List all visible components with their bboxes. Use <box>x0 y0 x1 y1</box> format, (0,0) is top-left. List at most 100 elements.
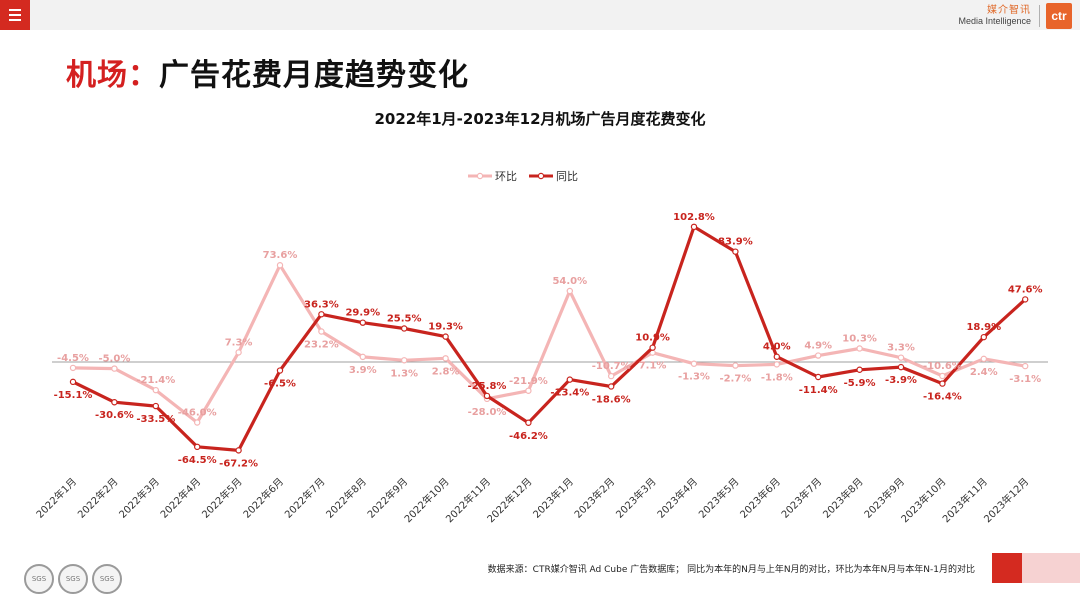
data-point <box>483 392 491 400</box>
data-label: -28.0% <box>468 407 507 418</box>
x-axis-tick-label: 2022年3月 <box>116 475 162 521</box>
data-label: 7.3% <box>225 337 253 348</box>
data-point <box>318 311 325 318</box>
data-point <box>732 248 739 255</box>
data-label: 3.9% <box>349 365 377 376</box>
data-point <box>525 387 532 394</box>
data-point <box>1021 362 1029 370</box>
data-point <box>690 360 698 367</box>
data-label: 4.9% <box>804 341 832 352</box>
certification-badges: SGS SGS SGS <box>24 564 122 594</box>
data-point <box>649 344 656 351</box>
data-point <box>939 380 946 387</box>
brand-logo-block: 媒介智讯 Media Intelligence ctr <box>958 3 1072 29</box>
data-label: -13.4% <box>550 388 589 399</box>
data-label: 2.8% <box>432 366 460 377</box>
x-axis-tick-label: 2023年8月 <box>820 475 866 521</box>
data-label: -5.9% <box>844 378 876 389</box>
data-label: 7.1% <box>639 361 667 372</box>
data-label: -21.4% <box>136 375 175 386</box>
series-line-2 <box>72 225 1027 452</box>
page-title-prefix: 机场： <box>66 58 159 93</box>
x-axis-tick-label: 2023年12月 <box>981 475 1031 525</box>
x-axis-tick-label: 2023年7月 <box>778 475 824 521</box>
x-axis-tick-label: 2023年6月 <box>737 475 783 521</box>
data-label: -4.5% <box>57 353 89 364</box>
data-label: -15.1% <box>54 390 93 401</box>
data-point <box>566 287 574 295</box>
data-point <box>897 354 905 361</box>
data-point <box>856 345 863 352</box>
brand-name-cn: 媒介智讯 <box>987 5 1031 16</box>
data-point <box>318 328 325 335</box>
x-axis-tick-label: 2022年4月 <box>157 475 203 521</box>
legend-marker-series-2 <box>537 172 545 180</box>
data-point <box>897 363 905 371</box>
data-point <box>690 223 698 231</box>
data-label: 3.3% <box>887 343 915 354</box>
footer-pink-block <box>1022 553 1080 583</box>
brand-divider <box>1039 5 1040 27</box>
data-point <box>401 325 408 332</box>
sgs-certification-icon: SGS <box>92 564 122 594</box>
data-label: 47.6% <box>1008 284 1043 295</box>
data-point <box>773 361 781 368</box>
line-chart: 环比 同比 -4.5% -5.0% -21.4% -46.0% 7.3% 73.6% 23.2%… <box>33 170 1048 525</box>
hamburger-menu-icon[interactable] <box>0 0 30 30</box>
data-label: 102.8% <box>673 212 715 223</box>
legend-label-series-1: 环比 <box>495 170 517 183</box>
data-label: 10.3% <box>842 333 877 344</box>
data-point <box>732 362 739 369</box>
data-label: 29.9% <box>345 308 380 319</box>
data-label: 1.3% <box>390 368 418 379</box>
data-label: 2.4% <box>970 367 998 378</box>
data-label: -10.7% <box>592 361 631 372</box>
page-title-main: 广告花费月度趋势变化 <box>159 58 469 93</box>
data-point <box>939 372 946 380</box>
footer-red-block <box>992 553 1022 583</box>
data-point <box>525 419 532 426</box>
data-point <box>1021 296 1029 303</box>
data-point <box>69 364 77 372</box>
data-point <box>193 443 201 451</box>
legend-marker-series-1 <box>476 172 484 180</box>
data-point <box>401 357 408 364</box>
data-point <box>815 373 822 381</box>
data-label: -30.6% <box>95 410 134 421</box>
top-bar <box>0 0 1080 30</box>
data-point <box>773 353 781 360</box>
data-label: -3.1% <box>1009 374 1041 385</box>
data-point <box>276 367 284 374</box>
data-point <box>359 353 366 361</box>
sgs-certification-icon: SGS <box>24 564 54 594</box>
data-label: 83.9% <box>718 237 753 248</box>
x-axis-tick-label: 2023年1月 <box>530 475 576 521</box>
data-label: -33.5% <box>136 414 175 425</box>
data-label: -2.7% <box>719 374 751 385</box>
x-axis-tick-label: 2022年2月 <box>75 475 121 521</box>
data-label: -5.0% <box>98 354 130 365</box>
x-axis-tick-label: 2022年9月 <box>364 475 410 521</box>
x-axis-tick-label: 2022年8月 <box>323 475 369 521</box>
chart-title: 2022年1月-2023年12月机场广告月度花费变化 <box>374 110 706 128</box>
data-label: 73.6% <box>263 250 298 261</box>
data-point <box>608 372 615 380</box>
x-axis-tick-label: 2022年12月 <box>484 475 534 525</box>
data-label: -11.4% <box>799 385 838 396</box>
data-point <box>442 333 449 340</box>
brand-name-en: Media Intelligence <box>958 16 1031 26</box>
data-label: -64.5% <box>178 455 217 466</box>
data-label: -1.8% <box>761 372 793 383</box>
data-label: -46.0% <box>178 407 217 418</box>
x-axis-tick-label: 2023年2月 <box>571 475 617 521</box>
data-point <box>856 366 863 373</box>
x-axis-tick-label: 2023年4月 <box>654 475 700 521</box>
data-source-note: 数据来源：CTR媒介智讯 Ad Cube 广告数据库； 同比为本年的N月与上年N… <box>487 565 975 575</box>
data-label: 23.2% <box>304 339 339 350</box>
data-point <box>111 399 118 406</box>
data-point <box>359 319 366 326</box>
data-label: -67.2% <box>219 458 258 469</box>
data-label: -10.6% <box>923 361 962 372</box>
data-point <box>193 419 201 426</box>
data-label: 10.9% <box>635 333 670 344</box>
